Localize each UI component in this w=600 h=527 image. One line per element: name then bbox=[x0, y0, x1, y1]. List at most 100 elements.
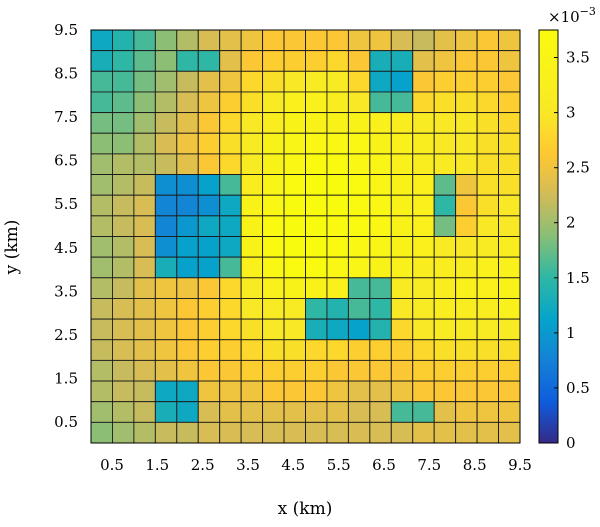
heatmap-cell bbox=[154, 277, 178, 299]
heatmap-cell bbox=[283, 91, 306, 114]
heatmap-cell bbox=[326, 174, 349, 196]
heatmap-cell bbox=[133, 174, 156, 196]
y-tick-label: 3.5 bbox=[54, 282, 78, 300]
heatmap-cell bbox=[369, 194, 392, 217]
heatmap-cell bbox=[390, 70, 414, 93]
heatmap-cell bbox=[197, 215, 221, 237]
y-tick-label: 1.5 bbox=[54, 369, 78, 387]
heatmap-cell bbox=[347, 421, 371, 444]
heatmap-cell bbox=[369, 277, 392, 299]
heatmap-cell bbox=[111, 256, 135, 279]
y-tick-label: 4.5 bbox=[54, 239, 78, 257]
heatmap-cell bbox=[390, 91, 414, 114]
x-tick-label: 9.5 bbox=[508, 456, 532, 474]
heatmap-cell bbox=[197, 112, 221, 134]
heatmap-cell bbox=[476, 339, 500, 361]
heatmap-cell bbox=[326, 29, 349, 52]
heatmap-cell bbox=[305, 236, 328, 258]
heatmap-cell bbox=[476, 70, 500, 93]
heatmap-cell bbox=[154, 29, 178, 52]
colorbar bbox=[538, 29, 559, 444]
x-axis-title: x (km) bbox=[278, 499, 333, 519]
heatmap-cell bbox=[240, 174, 264, 196]
heatmap-cell bbox=[326, 421, 349, 444]
heatmap-cell bbox=[219, 132, 242, 155]
heatmap-cell bbox=[197, 359, 221, 382]
heatmap-cell bbox=[369, 339, 392, 361]
heatmap-cell bbox=[197, 50, 221, 72]
heatmap-cell bbox=[433, 380, 457, 403]
heatmap-cell bbox=[154, 256, 178, 279]
colorbar-tick-label: 3 bbox=[566, 104, 576, 122]
heatmap-cell bbox=[326, 91, 349, 114]
heatmap-cell bbox=[133, 256, 156, 279]
heatmap-cell bbox=[412, 298, 435, 320]
heatmap-cell bbox=[262, 91, 285, 114]
heatmap-cell bbox=[433, 277, 457, 299]
heatmap-cell bbox=[369, 256, 392, 279]
heatmap-cell bbox=[197, 318, 221, 341]
heatmap-cell bbox=[90, 112, 113, 134]
heatmap-cell bbox=[412, 401, 435, 423]
heatmap-cell bbox=[219, 421, 242, 444]
heatmap-cell bbox=[433, 70, 457, 93]
heatmap-cell bbox=[262, 359, 285, 382]
heatmap-cell bbox=[347, 194, 371, 217]
colorbar-tick-label: 2.5 bbox=[566, 159, 590, 177]
y-axis-title: y (km) bbox=[2, 220, 22, 276]
heatmap-cell bbox=[197, 29, 221, 52]
heatmap-cell bbox=[305, 339, 328, 361]
heatmap-cell bbox=[455, 339, 478, 361]
heatmap-cell bbox=[369, 29, 392, 52]
heatmap-cell bbox=[283, 153, 306, 175]
heatmap-cell bbox=[433, 29, 457, 52]
heatmap-cell bbox=[197, 277, 221, 299]
heatmap-cell bbox=[347, 153, 371, 175]
heatmap-cell bbox=[347, 401, 371, 423]
heatmap-cell bbox=[326, 401, 349, 423]
heatmap-cell bbox=[476, 153, 500, 175]
heatmap-cell bbox=[305, 112, 328, 134]
heatmap-cell bbox=[219, 277, 242, 299]
heatmap-cell bbox=[498, 318, 521, 341]
heatmap-cell bbox=[455, 194, 478, 217]
heatmap-cell bbox=[90, 359, 113, 382]
heatmap-cell bbox=[133, 359, 156, 382]
heatmap-cell bbox=[154, 236, 178, 258]
heatmap-cell bbox=[219, 112, 242, 134]
heatmap-cell bbox=[111, 215, 135, 237]
heatmap-cell bbox=[111, 174, 135, 196]
colorbar-multiplier-exp: −3 bbox=[580, 5, 596, 18]
heatmap-cell bbox=[476, 236, 500, 258]
heatmap-cell bbox=[412, 256, 435, 279]
heatmap-cell bbox=[369, 215, 392, 237]
heatmap-cell bbox=[433, 256, 457, 279]
heatmap-cell bbox=[326, 339, 349, 361]
heatmap-cell bbox=[347, 112, 371, 134]
heatmap-cell bbox=[176, 236, 199, 258]
heatmap-cell bbox=[347, 318, 371, 341]
heatmap-cell bbox=[433, 215, 457, 237]
heatmap-cell bbox=[240, 132, 264, 155]
heatmap-cell bbox=[498, 421, 521, 444]
heatmap-cell bbox=[347, 174, 371, 196]
heatmap-cell bbox=[154, 215, 178, 237]
y-tick-label: 0.5 bbox=[54, 413, 78, 431]
heatmap-cell bbox=[111, 50, 135, 72]
heatmap-cell bbox=[219, 50, 242, 72]
heatmap-cell bbox=[219, 215, 242, 237]
heatmap-cell bbox=[133, 401, 156, 423]
heatmap-cell bbox=[240, 236, 264, 258]
heatmap-cell bbox=[240, 256, 264, 279]
heatmap-cell bbox=[154, 174, 178, 196]
heatmap-cell bbox=[305, 174, 328, 196]
heatmap-cell bbox=[433, 421, 457, 444]
heatmap-cell bbox=[476, 29, 500, 52]
heatmap-cell bbox=[390, 50, 414, 72]
heatmap-cell bbox=[197, 174, 221, 196]
heatmap-cell bbox=[197, 421, 221, 444]
heatmap-cell bbox=[498, 380, 521, 403]
heatmap-cells bbox=[90, 29, 521, 444]
heatmap-cell bbox=[476, 50, 500, 72]
